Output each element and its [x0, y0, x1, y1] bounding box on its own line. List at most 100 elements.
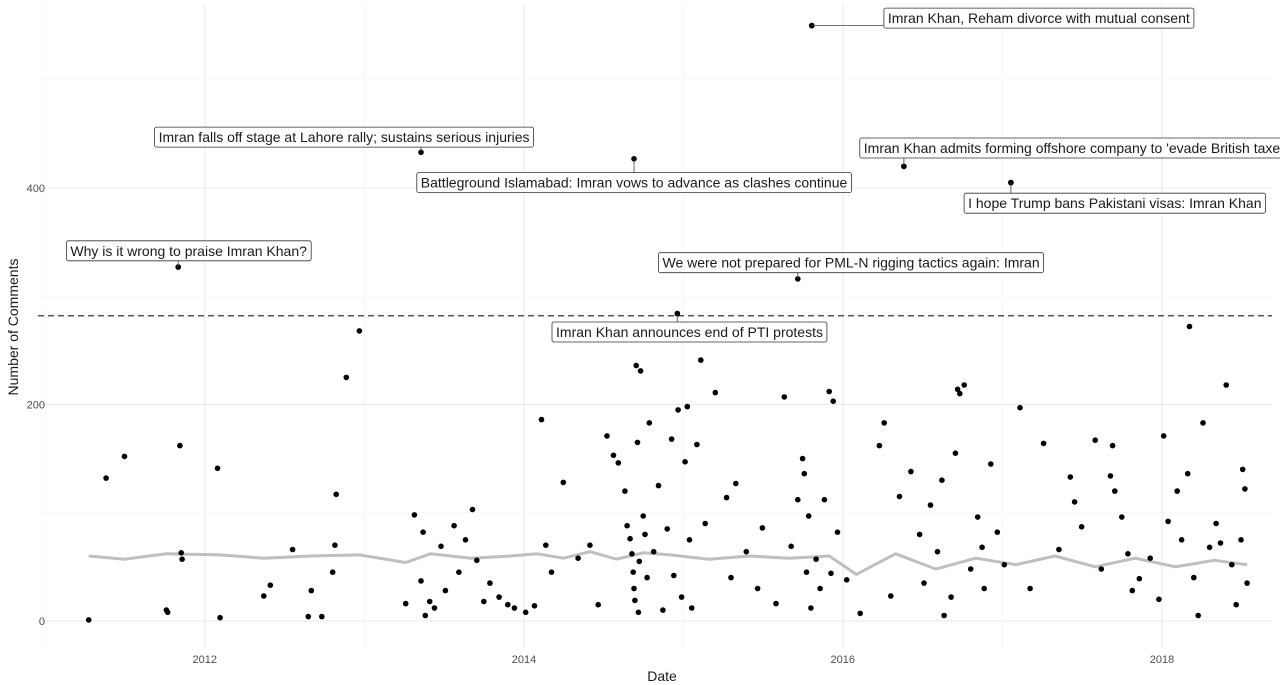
data-point — [830, 398, 836, 405]
y-axis-ticks: 0 200 400 — [27, 183, 45, 628]
annotation-text: Imran Khan, Reham divorce with mutual co… — [888, 10, 1190, 26]
data-point — [305, 613, 312, 620]
data-point — [788, 543, 794, 550]
data-point — [655, 482, 662, 489]
data-point — [1027, 585, 1033, 592]
data-point — [826, 388, 832, 395]
annotation-box — [551, 321, 828, 343]
data-point — [668, 436, 675, 442]
data-point — [431, 605, 438, 611]
data-point — [1071, 499, 1078, 505]
x-tick-label: 2018 — [1150, 654, 1174, 666]
data-point — [85, 617, 92, 623]
data-point — [633, 362, 639, 369]
annotation-box — [66, 240, 312, 262]
data-point — [728, 574, 734, 581]
data-point — [438, 543, 444, 550]
data-point — [505, 601, 511, 608]
annotation-text: Imran falls off stage at Lahore rally; s… — [159, 129, 530, 145]
data-point — [821, 496, 828, 503]
data-point — [857, 610, 863, 617]
data-point — [637, 368, 644, 374]
annotation-text: Imran Khan announces end of PTI protests — [556, 324, 823, 340]
data-point — [267, 582, 274, 588]
data-point — [178, 550, 184, 556]
data-point — [426, 598, 433, 605]
annotation-text: Why is it wrong to praise Imran Khan? — [70, 243, 307, 259]
annotation-label: We were not prepared for PML-N rigging t… — [658, 252, 1045, 279]
annotation-text: Battleground Islamabad: Imran vows to ad… — [421, 175, 848, 191]
data-point — [1017, 404, 1023, 411]
data-point — [808, 605, 814, 611]
data-point — [723, 494, 730, 501]
data-point — [908, 468, 914, 475]
data-point — [522, 609, 529, 616]
data-point — [702, 520, 708, 527]
data-point — [813, 556, 819, 562]
data-point — [684, 403, 691, 410]
data-point — [773, 600, 779, 607]
data-point — [803, 569, 810, 575]
data-point — [682, 459, 688, 465]
data-point — [698, 357, 704, 363]
data-point — [615, 460, 622, 466]
data-point — [1223, 382, 1229, 388]
data-point — [1040, 440, 1047, 447]
data-point — [319, 613, 325, 620]
data-point — [646, 420, 653, 426]
data-point — [941, 612, 947, 619]
trend-series — [88, 550, 1248, 576]
data-point — [1001, 561, 1008, 568]
data-point — [948, 594, 954, 600]
data-point — [1078, 524, 1085, 530]
data-point — [759, 525, 766, 531]
data-point — [650, 548, 657, 555]
data-point — [261, 593, 267, 599]
data-point — [289, 546, 296, 553]
data-point — [451, 522, 457, 529]
data-point — [994, 529, 1001, 535]
data-point — [979, 544, 985, 551]
data-point — [1213, 520, 1219, 527]
data-point — [688, 605, 695, 611]
data-point — [974, 514, 981, 520]
annotation-label: Imran Khan admits forming offshore compa… — [859, 137, 1280, 167]
data-point — [686, 537, 693, 543]
x-axis-title: Date — [647, 668, 677, 684]
data-point — [630, 569, 636, 575]
data-point — [743, 548, 750, 555]
data-point — [217, 614, 223, 621]
data-point — [1147, 555, 1153, 561]
annotation-box — [154, 126, 534, 148]
data-point — [177, 442, 183, 449]
data-point — [214, 465, 221, 472]
data-point — [876, 442, 883, 449]
data-point — [332, 542, 338, 548]
x-tick-label: 2014 — [512, 654, 536, 666]
data-point — [981, 585, 987, 592]
data-point — [1129, 587, 1136, 594]
x-axis-ticks: 2012 2014 2016 2018 — [193, 654, 1175, 666]
data-point — [1125, 551, 1131, 557]
data-point — [817, 585, 823, 592]
data-point — [474, 557, 480, 564]
data-point — [343, 374, 350, 381]
x-tick-label: 2012 — [193, 654, 217, 666]
data-point — [1239, 466, 1246, 473]
data-point — [627, 535, 633, 542]
data-point — [921, 580, 927, 586]
data-point — [1217, 540, 1224, 546]
data-point — [496, 594, 502, 600]
data-point — [888, 593, 894, 599]
annotation-label: Imran Khan, Reham divorce with mutual co… — [811, 7, 1195, 29]
data-point — [781, 394, 788, 400]
data-point — [411, 512, 418, 518]
y-tick-label: 400 — [27, 183, 45, 195]
data-point — [575, 555, 581, 561]
annotations: Imran Khan, Reham divorce with mutual co… — [66, 7, 1280, 343]
data-point — [939, 477, 945, 484]
data-point — [164, 609, 171, 616]
data-point — [543, 542, 549, 548]
data-point — [1136, 575, 1143, 582]
